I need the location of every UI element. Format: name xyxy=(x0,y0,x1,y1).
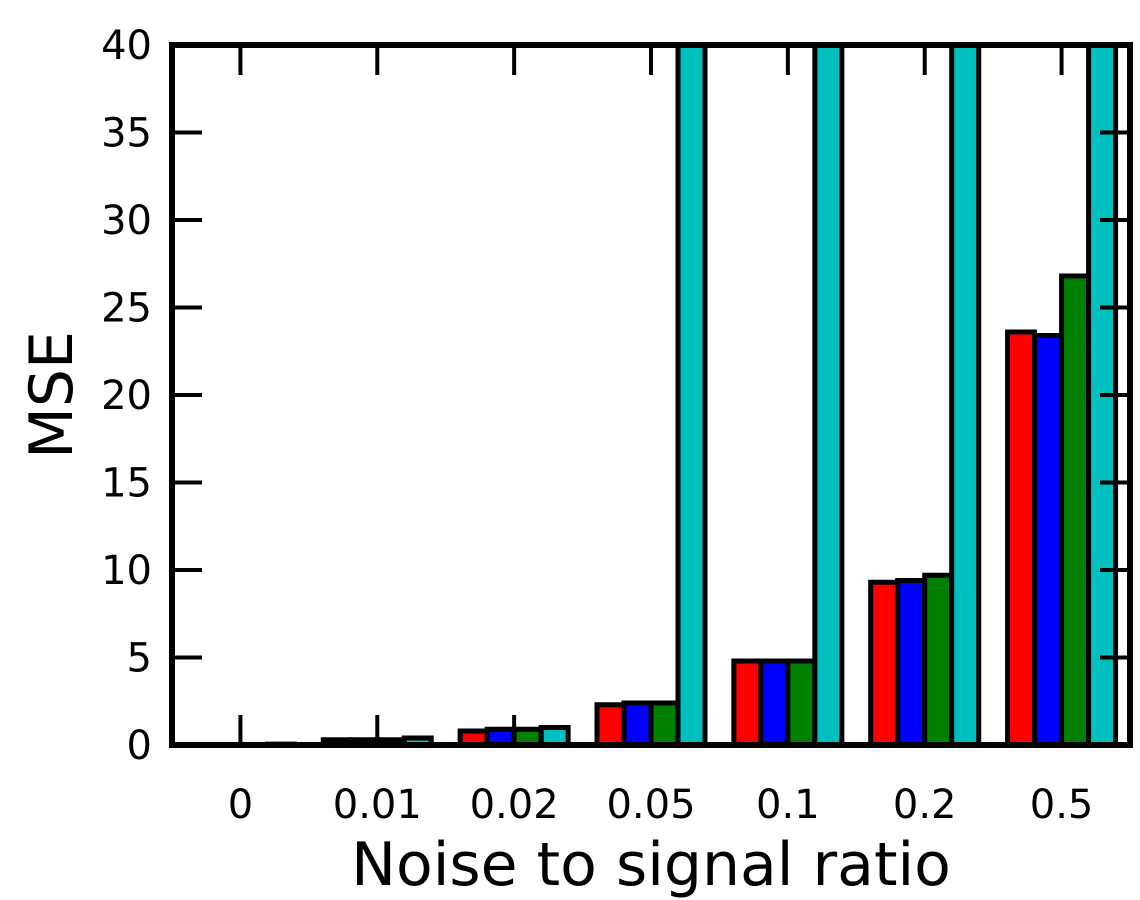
x-tick-label: 0.5 xyxy=(1030,782,1094,828)
y-tick-label: 40 xyxy=(101,23,152,69)
x-tick-label: 0.05 xyxy=(606,782,695,828)
bar-0.1-series-2 xyxy=(758,658,791,748)
x-tick-label: 0 xyxy=(228,782,253,828)
y-axis-label: MSE xyxy=(17,331,87,459)
y-tick-label: 35 xyxy=(101,111,152,157)
y-tick-label: 20 xyxy=(101,373,152,419)
bar-0.5-series-3 xyxy=(1059,273,1092,748)
bar-0.1-series-1 xyxy=(731,658,764,748)
x-tick-label: 0.1 xyxy=(756,782,820,828)
bar-0.2-series-3 xyxy=(922,572,955,748)
bar-0.5-series-2 xyxy=(1032,333,1065,748)
y-tick-label: 15 xyxy=(101,461,152,507)
bar-0.05-series-2 xyxy=(621,700,654,748)
bar-0.2-series-1 xyxy=(868,579,901,748)
y-tick-label: 25 xyxy=(101,286,152,332)
bar-0.2-series-4 xyxy=(949,42,982,748)
y-tick-label: 0 xyxy=(127,723,152,769)
bar-0.2-series-2 xyxy=(895,578,928,748)
bar-0.5-series-1 xyxy=(1005,329,1038,748)
y-tick-label: 5 xyxy=(127,636,152,682)
x-tick-label: 0.2 xyxy=(893,782,957,828)
x-tick-label: 0.01 xyxy=(333,782,422,828)
x-axis-label: Noise to signal ratio xyxy=(351,830,951,900)
x-tick-label: 0.02 xyxy=(470,782,559,828)
bar-0.1-series-3 xyxy=(785,658,818,748)
plot-frame xyxy=(169,42,1133,748)
y-tick-label: 10 xyxy=(101,548,152,594)
ticks-layer: 0 0.01 0.02 0.05 0.1 0.2 0.5 0 5 10 15 20 25 30 35 40 xyxy=(101,23,1130,828)
bar-0.1-series-4 xyxy=(812,42,845,748)
bars-layer xyxy=(264,42,1119,748)
bar-0.05-series-4 xyxy=(675,42,708,748)
bar-0.05-series-3 xyxy=(648,700,681,748)
bar-0.05-series-1 xyxy=(594,702,627,748)
y-tick-label: 30 xyxy=(101,198,152,244)
